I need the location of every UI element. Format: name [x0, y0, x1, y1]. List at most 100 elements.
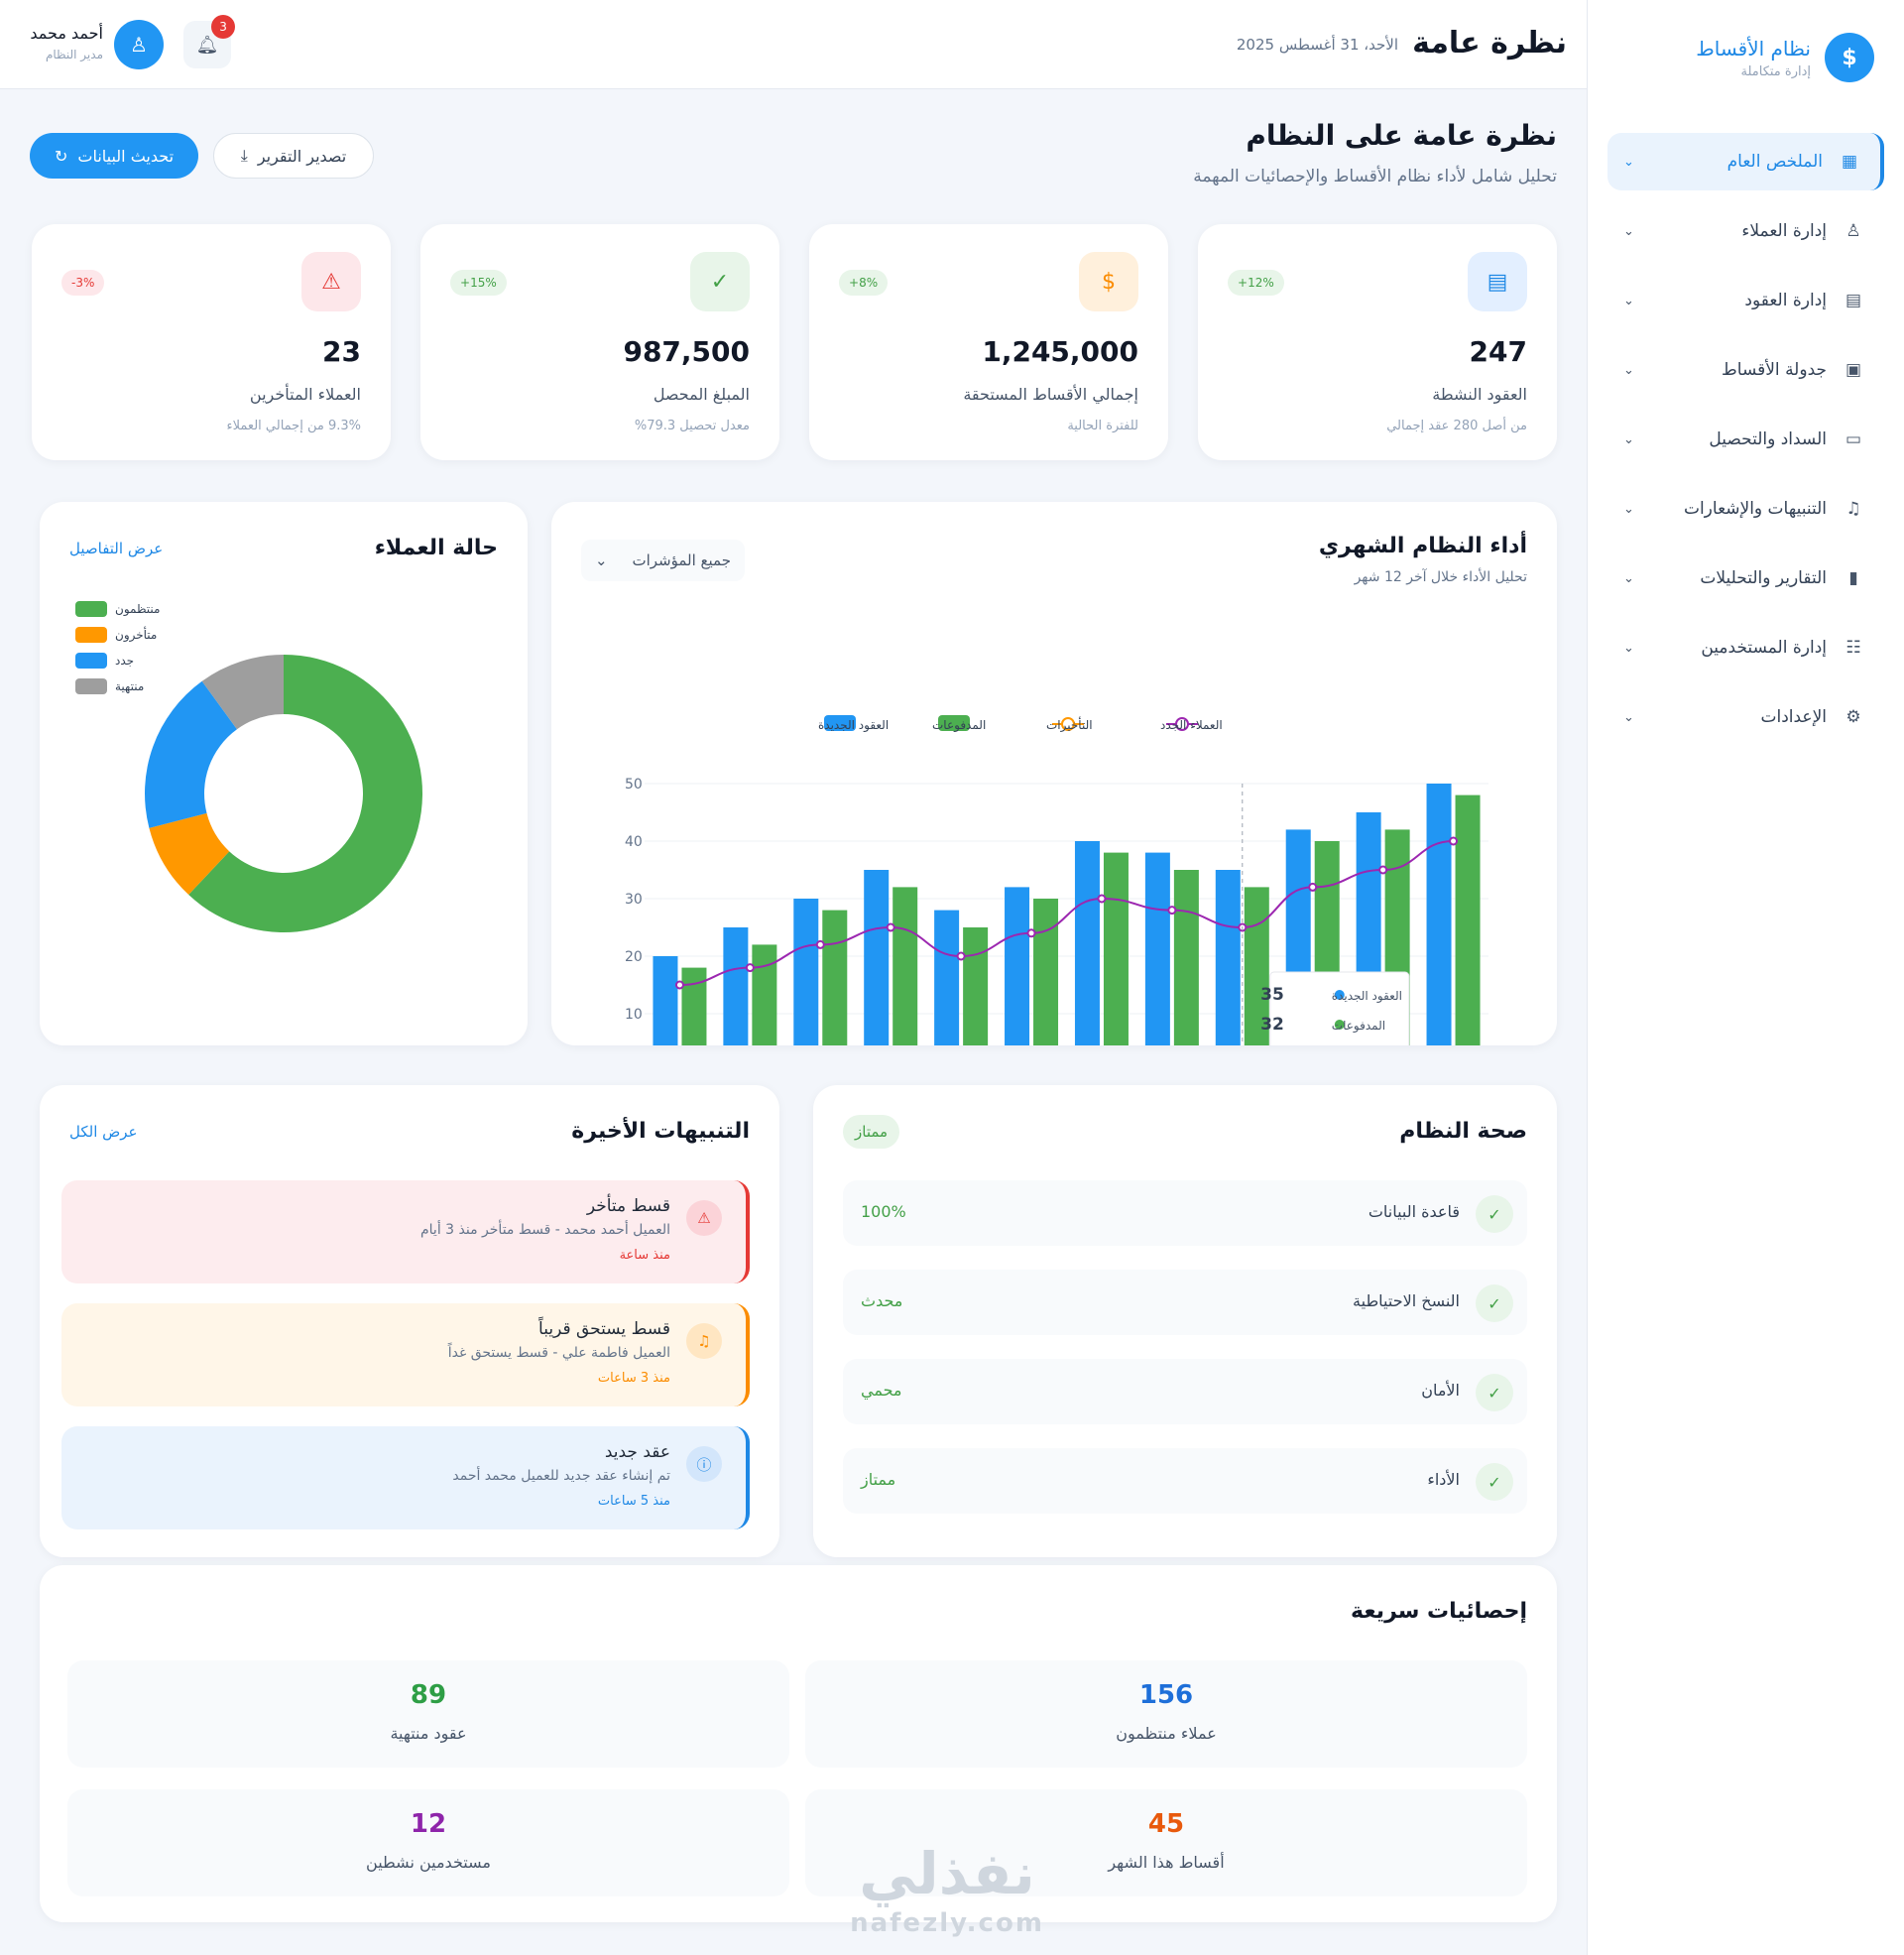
- bar-payments: [681, 967, 707, 1045]
- health-row-performance: ✓ الأداء ممتاز: [843, 1448, 1527, 1514]
- main-content: نظرة عامة على النظام تحليل شامل لأداء نظ…: [0, 89, 1587, 1955]
- stat-trend-badge: 15%+: [450, 270, 507, 296]
- slice-new[interactable]: [145, 680, 237, 828]
- sidebar-item-customers[interactable]: ♙ إدارة العملاء ⌄: [1607, 202, 1884, 260]
- quick-stat-label: عملاء منتظمون: [1116, 1724, 1217, 1743]
- users-icon: ☷: [1845, 638, 1861, 658]
- quick-stats-card: إحصائيات سريعة 156 عملاء منتظمون 89 عقود…: [40, 1565, 1557, 1922]
- page-date: الأحد، 31 أغسطس 2025: [1236, 36, 1398, 54]
- stat-value: 987,500: [623, 335, 750, 368]
- system-health-badge: ممتاز: [843, 1115, 900, 1149]
- legend-item[interactable]: منتهية: [75, 678, 160, 694]
- export-report-button[interactable]: تصدير التقرير ⤓: [213, 133, 374, 179]
- bar-payments: [963, 927, 989, 1045]
- stat-note: للفترة الحالية: [1067, 419, 1138, 433]
- y-tick-label: 40: [625, 834, 643, 850]
- sidebar-item-overview[interactable]: ▦ الملخص العام ⌄: [1607, 133, 1884, 190]
- sidebar-item-label: السداد والتحصيل: [1709, 429, 1827, 449]
- monthly-performance-card: أداء النظام الشهري تحليل الأداء خلال آخر…: [551, 502, 1557, 1045]
- slice-regular[interactable]: [188, 655, 423, 932]
- point-new-customers: [745, 963, 755, 973]
- sidebar-item-reports[interactable]: ▮ التقارير والتحليلات ⌄: [1607, 550, 1884, 607]
- export-report-label: تصدير التقرير: [257, 146, 347, 166]
- check-icon: ✓: [690, 252, 750, 311]
- section-subtitle: تحليل شامل لأداء نظام الأقساط والإحصائيا…: [1193, 167, 1557, 186]
- indicator-filter-value: جميع المؤشرات: [632, 551, 731, 569]
- stat-card-collected: ✓ 15%+ 987,500 المبلغ المحصل معدل تحصيل …: [420, 224, 779, 460]
- legend-label: منتظمون: [115, 602, 161, 616]
- document-icon: ▤: [1844, 291, 1862, 310]
- sidebar-item-settings[interactable]: ⚙ الإعدادات ⌄: [1607, 688, 1884, 746]
- legend-label: منتهية: [115, 679, 145, 693]
- legend-item[interactable]: جدد: [75, 653, 160, 669]
- stat-label: المبلغ المحصل: [653, 385, 750, 404]
- bar-payments: [892, 887, 918, 1045]
- quick-stat-value: 89: [410, 1680, 447, 1710]
- calendar-icon: ▣: [1844, 360, 1862, 380]
- refresh-data-button[interactable]: تحديث البيانات ↻: [30, 133, 198, 179]
- sidebar-item-label: جدولة الأقساط: [1722, 360, 1827, 380]
- alert-title: عقد جديد: [604, 1442, 670, 1462]
- bar-payments: [1033, 899, 1059, 1045]
- sidebar-item-contracts[interactable]: ▤ إدارة العقود ⌄: [1607, 272, 1884, 329]
- indicator-filter-select[interactable]: جميع المؤشرات ⌄: [581, 540, 745, 581]
- bar-payments: [822, 910, 848, 1045]
- point-new-customers: [886, 922, 895, 932]
- alert-item-upcoming-installment[interactable]: ♫ قسط يستحق قريباً العميل فاطمة علي - قس…: [61, 1303, 750, 1406]
- stat-note: معدل تحصيل 79.3%: [634, 419, 750, 433]
- warning-icon: ⚠: [686, 1200, 722, 1236]
- info-icon: ⓘ: [686, 1446, 722, 1482]
- stat-note: من أصل 280 عقد إجمالي: [1386, 419, 1527, 433]
- performance-subtitle: تحليل الأداء خلال آخر 12 شهر: [1354, 569, 1527, 585]
- bar-new-contracts: [793, 899, 819, 1045]
- alert-title: قسط متأخر: [586, 1196, 670, 1216]
- alert-item-new-contract[interactable]: ⓘ عقد جديد تم إنشاء عقد جديد للعميل محمد…: [61, 1426, 750, 1529]
- point-new-customers: [1097, 894, 1107, 904]
- stat-label: إجمالي الأقساط المستحقة: [963, 385, 1138, 404]
- alert-title: قسط يستحق قريباً: [538, 1319, 670, 1339]
- bar-payments: [1244, 887, 1269, 1045]
- system-health-title: صحة النظام: [1399, 1119, 1527, 1144]
- health-value: محدث: [861, 1291, 903, 1310]
- view-all-alerts-link[interactable]: عرض الكل: [69, 1123, 138, 1141]
- bar-new-contracts: [1426, 784, 1452, 1045]
- alert-time: منذ 5 ساعات: [597, 1494, 670, 1509]
- legend-label: جدد: [115, 654, 135, 668]
- point-new-customers: [815, 939, 825, 949]
- legend-item[interactable]: منتظمون: [75, 601, 160, 617]
- legend-label: العملاء الجدد: [1160, 718, 1223, 732]
- slice-ended[interactable]: [201, 655, 284, 730]
- sidebar-item-users[interactable]: ☷ إدارة المستخدمين ⌄: [1607, 619, 1884, 676]
- health-label: الأمان: [1421, 1381, 1460, 1400]
- notifications-button[interactable]: 🔔︎ 3: [183, 15, 235, 68]
- chevron-down-icon: ⌄: [1623, 154, 1634, 170]
- health-label: الأداء: [1427, 1470, 1460, 1489]
- system-health-card: صحة النظام ممتاز ✓ قاعدة البيانات 100% ✓…: [813, 1085, 1557, 1557]
- avatar[interactable]: ♙: [114, 20, 164, 69]
- legend-swatch: [75, 601, 107, 617]
- bar-new-contracts: [934, 910, 960, 1045]
- legend-swatch: [75, 678, 107, 694]
- point-new-customers: [1378, 865, 1388, 875]
- bar-new-contracts: [1144, 852, 1170, 1045]
- sidebar-item-notifications[interactable]: ♫ التنبيهات والإشعارات ⌄: [1607, 480, 1884, 538]
- health-value: محمي: [861, 1381, 902, 1400]
- bar-new-contracts: [723, 927, 749, 1045]
- health-label: قاعدة البيانات: [1368, 1202, 1460, 1221]
- stat-card-due-installments: $ 8%+ 1,245,000 إجمالي الأقساط المستحقة …: [809, 224, 1168, 460]
- alert-item-late-installment[interactable]: ⚠ قسط متأخر العميل أحمد محمد - قسط متأخر…: [61, 1180, 750, 1283]
- bell-icon: 🔔︎: [195, 34, 219, 56]
- alert-time: منذ 3 ساعات: [597, 1371, 670, 1386]
- sidebar-item-schedule[interactable]: ▣ جدولة الأقساط ⌄: [1607, 341, 1884, 399]
- check-icon: ✓: [1476, 1284, 1513, 1322]
- sidebar-item-payments[interactable]: ▭ السداد والتحصيل ⌄: [1607, 411, 1884, 468]
- legend-item[interactable]: متأخرون: [75, 627, 160, 643]
- quick-stat-label: أقساط هذا الشهر: [1108, 1853, 1225, 1872]
- view-details-link[interactable]: عرض التفاصيل: [69, 540, 164, 557]
- y-tick-label: 30: [625, 892, 643, 908]
- sidebar-item-label: التنبيهات والإشعارات: [1683, 499, 1827, 519]
- stat-note: 9.3% من إجمالي العملاء: [226, 419, 361, 433]
- legend-swatch: [824, 715, 856, 731]
- quick-stat-label: عقود منتهية: [390, 1724, 467, 1743]
- slice-late[interactable]: [149, 812, 230, 896]
